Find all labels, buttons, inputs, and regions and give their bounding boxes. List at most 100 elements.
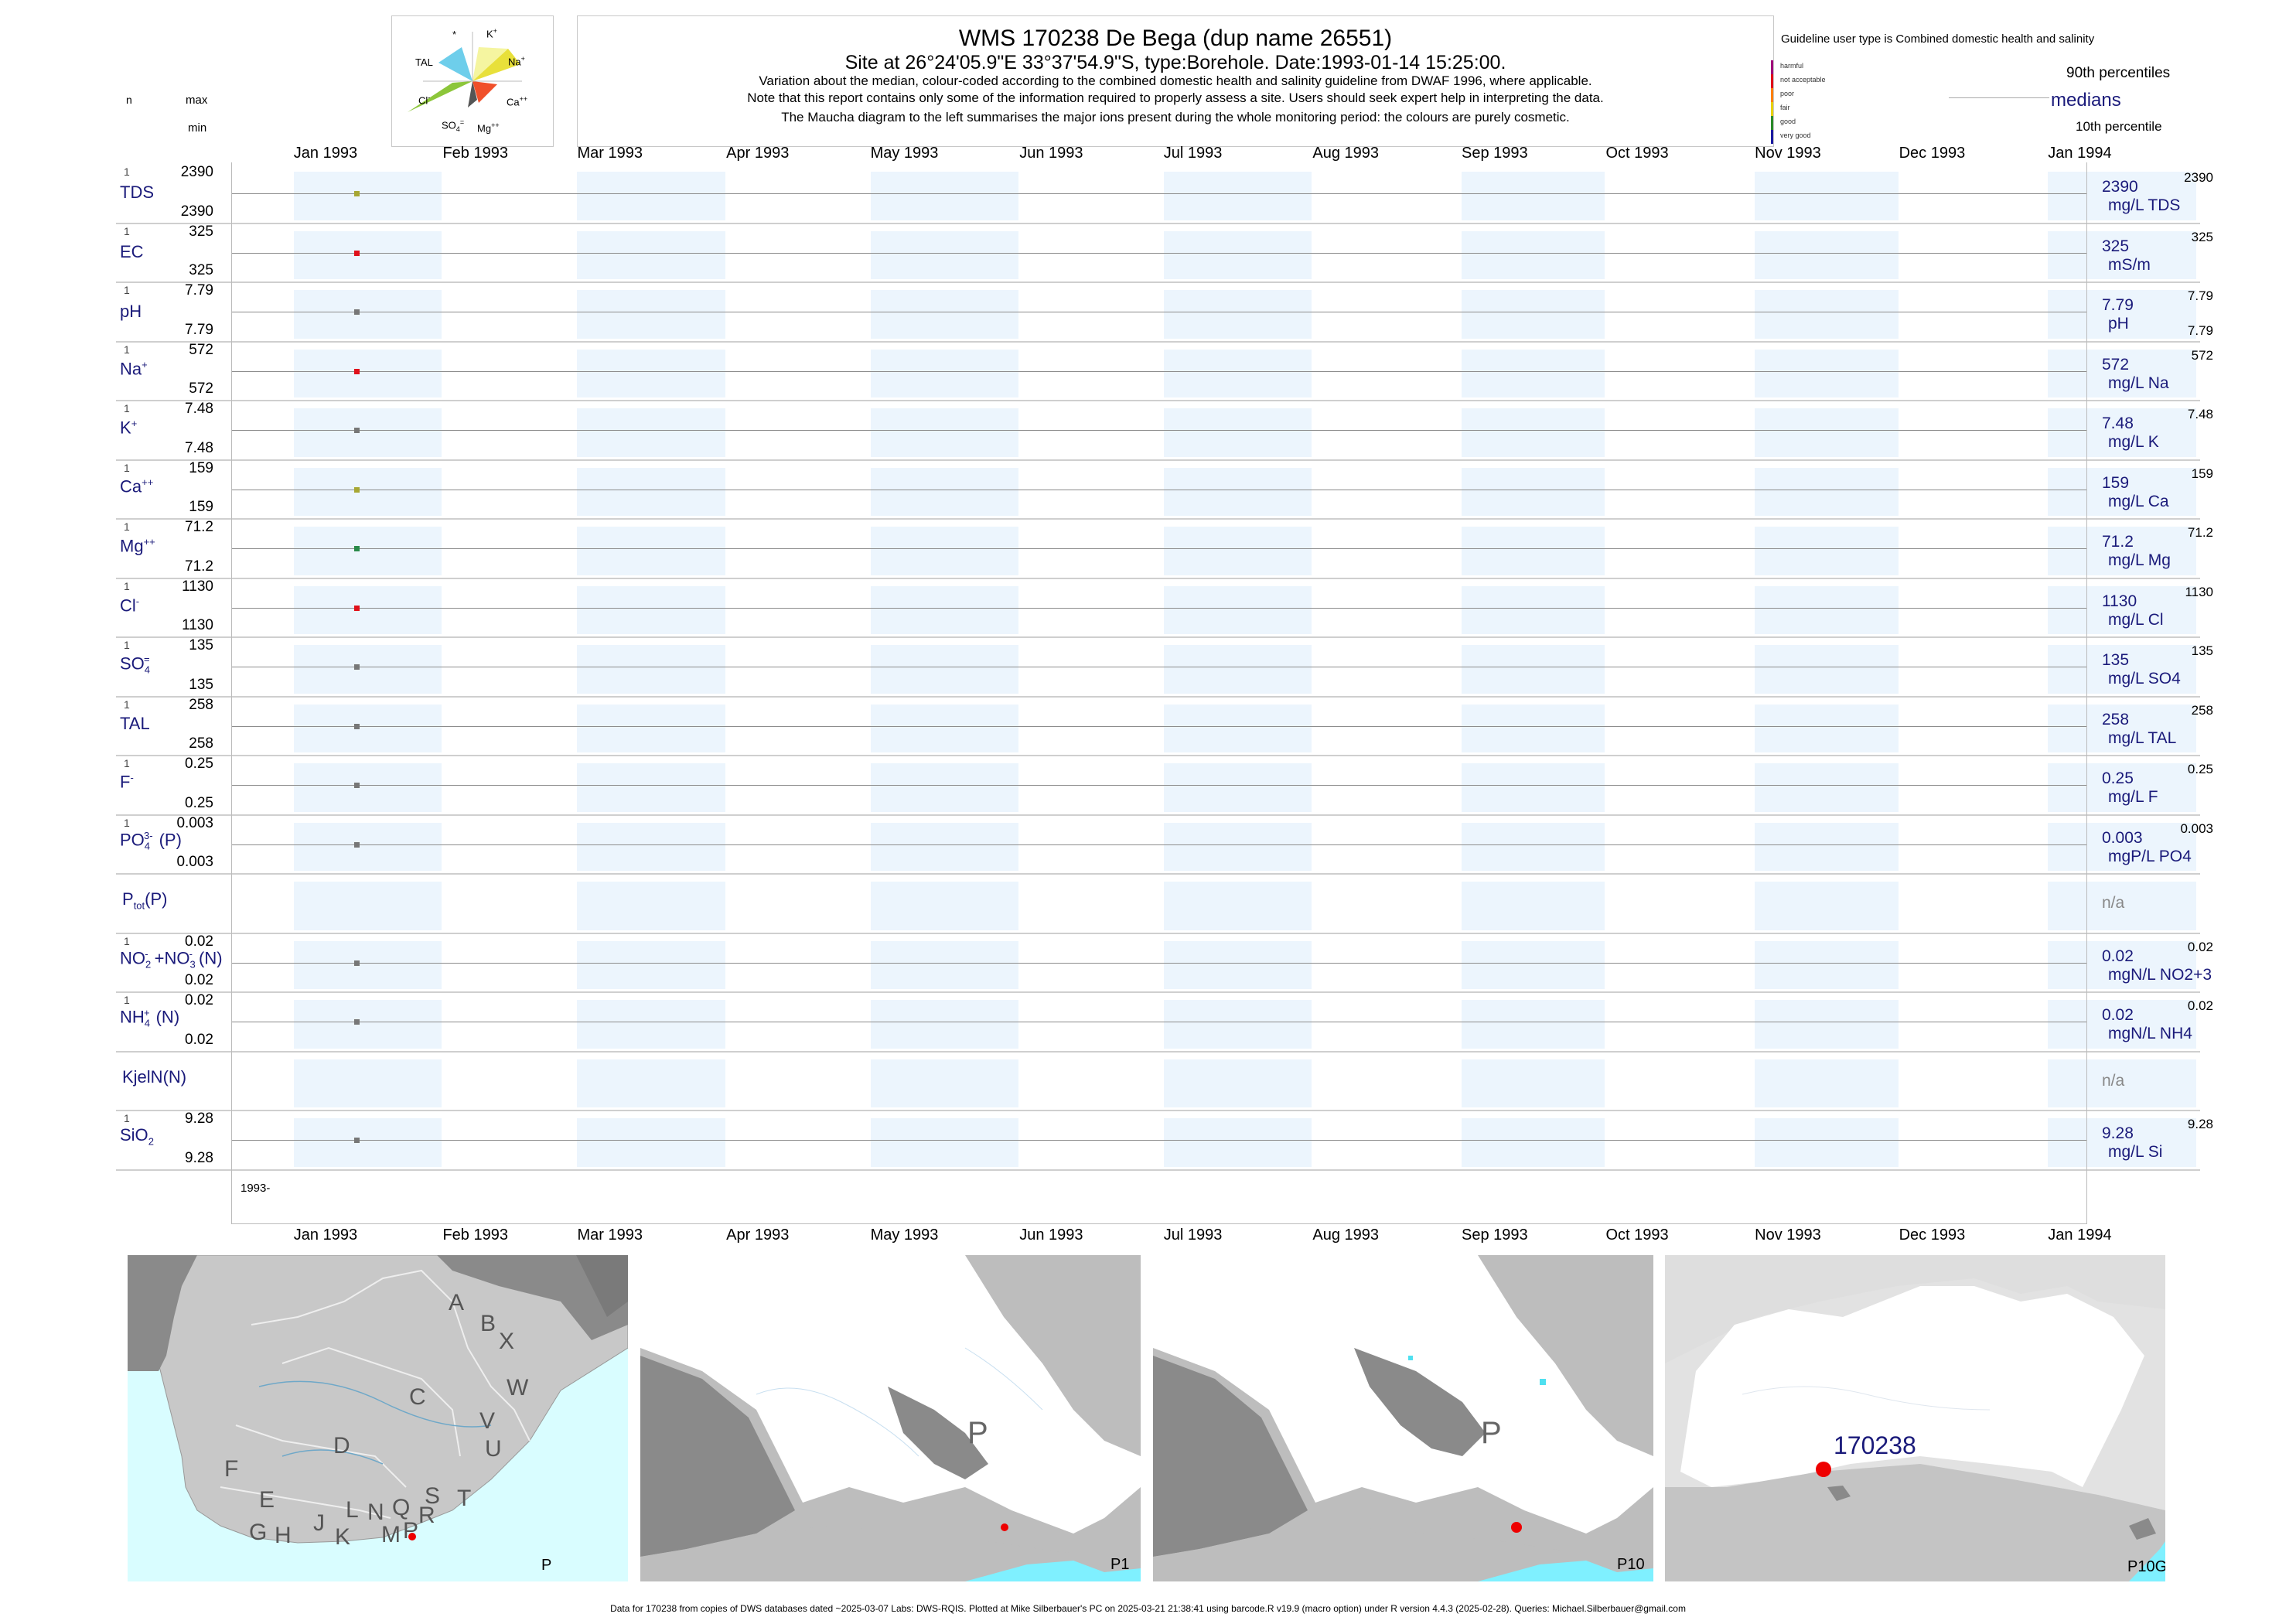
data-point xyxy=(353,1019,360,1025)
month-band xyxy=(293,408,442,457)
month-band xyxy=(577,1000,726,1049)
map2-label: P1 xyxy=(1110,1556,1130,1573)
month-tick-label: Apr 1993 xyxy=(726,145,790,162)
data-point xyxy=(353,783,360,789)
maucha-label-mg: Mg++ xyxy=(477,121,500,135)
row-min: 572 xyxy=(189,380,213,397)
param-ptot: Ptot(P) xyxy=(122,889,168,912)
p10-label: 10th percentile xyxy=(2076,119,2162,134)
guideline-color-bar xyxy=(1771,88,1773,102)
month-band xyxy=(1163,704,1312,752)
maucha-label-tal: TAL xyxy=(415,56,433,68)
data-point xyxy=(353,664,360,670)
month-band xyxy=(1163,940,1312,989)
plot-left-border xyxy=(231,162,232,1223)
maucha-svg xyxy=(408,32,522,112)
row-separator xyxy=(116,1110,2200,1111)
map-region-label: M xyxy=(381,1522,401,1547)
median-line xyxy=(231,370,2086,372)
month-band xyxy=(1462,763,1605,812)
row-separator xyxy=(116,814,2200,816)
month-band xyxy=(870,645,1019,694)
row-separator xyxy=(116,222,2200,224)
row-n: 1 xyxy=(124,284,130,296)
title-box: WMS 170238 De Bega (dup name 26551) Site… xyxy=(577,15,1774,147)
guideline-color-bar xyxy=(1771,60,1773,74)
month-band xyxy=(2048,527,2196,575)
month-band xyxy=(1755,940,1899,989)
month-band xyxy=(1755,230,1899,279)
plot-area: Jan 1993 Feb 1993 Mar 1993 Apr 1993 May 1993… xyxy=(116,145,2213,1244)
median-line xyxy=(231,1140,2086,1141)
row-n: 1 xyxy=(124,402,130,415)
median-line xyxy=(231,430,2086,432)
site-subtitle: Site at 26°24'05.9"E 33°37'54.9"S, type:… xyxy=(844,52,1506,73)
row-separator xyxy=(116,1050,2200,1053)
month-tick-label: Jan 1993 xyxy=(293,145,358,162)
month-tick-label: Jan 1994 xyxy=(2048,1227,2112,1244)
month-band xyxy=(2048,1000,2196,1049)
p90-label: 90th percentiles xyxy=(2066,65,2171,81)
month-band xyxy=(1462,1118,1605,1167)
month-band xyxy=(1163,882,1312,930)
median-line-sample xyxy=(1949,97,2049,98)
row-n: 1 xyxy=(124,579,130,592)
month-band xyxy=(577,1118,726,1167)
month-band xyxy=(577,645,726,694)
month-band xyxy=(577,763,726,812)
row-p10: 7.79 xyxy=(2187,322,2213,338)
month-band xyxy=(577,172,726,220)
month-band xyxy=(293,467,442,516)
month-band xyxy=(1163,1059,1312,1107)
row-median-value: 9.28 xyxy=(2102,1124,2134,1142)
row-max: 7.48 xyxy=(185,401,213,417)
maucha-label-na: Na+ xyxy=(508,55,525,68)
month-band xyxy=(2048,645,2196,694)
data-point xyxy=(353,960,360,966)
month-band xyxy=(2048,822,2196,871)
month-band xyxy=(1163,349,1312,397)
row-n: 1 xyxy=(124,224,130,237)
row-max: 0.02 xyxy=(185,992,213,1008)
month-band xyxy=(1755,172,1899,220)
month-tick-label: May 1993 xyxy=(870,1227,939,1244)
median-line xyxy=(231,725,2086,727)
param-na: Na+ xyxy=(120,359,148,379)
row-min: 1130 xyxy=(182,617,213,633)
month-tick-label: Nov 1993 xyxy=(1755,145,1821,162)
median-line xyxy=(231,548,2086,550)
month-tick-label: Oct 1993 xyxy=(1605,145,1669,162)
month-band xyxy=(1755,822,1899,871)
row-unit: mg/L Cl xyxy=(2108,610,2164,629)
row-min: 7.79 xyxy=(185,321,213,338)
guideline-class-label: fair xyxy=(1780,104,1790,111)
maucha-diagram: * K+ TAL Na+ Cl- Ca++ SO4= Mg++ xyxy=(391,15,554,147)
param-kjeln: KjelN(N) xyxy=(122,1067,187,1087)
row-n: 1 xyxy=(124,343,130,356)
median-line xyxy=(231,844,2086,845)
row-separator xyxy=(116,755,2200,756)
month-tick-label: Mar 1993 xyxy=(577,1227,643,1244)
month-band xyxy=(1755,1059,1899,1107)
row-max: 1130 xyxy=(182,578,213,595)
row-min: 0.25 xyxy=(185,794,213,811)
row-n: 1 xyxy=(124,698,130,711)
month-band xyxy=(293,645,442,694)
row-p90: 159 xyxy=(2191,466,2213,481)
param-nh4: NH4+ (N) xyxy=(120,1007,180,1029)
row-unit: mS/m xyxy=(2108,255,2151,274)
month-band xyxy=(577,704,726,752)
row-p90: 135 xyxy=(2191,643,2213,658)
month-band xyxy=(1755,467,1899,516)
month-band xyxy=(577,408,726,457)
param-so4: SO4= xyxy=(120,653,151,676)
map-region-label: T xyxy=(457,1486,472,1511)
param-tal: TAL xyxy=(120,714,150,733)
param-ph: pH xyxy=(120,302,142,321)
row-max: 0.02 xyxy=(185,933,213,950)
month-band xyxy=(293,585,442,634)
month-band xyxy=(577,882,726,930)
month-band xyxy=(2048,172,2196,220)
month-band xyxy=(1163,408,1312,457)
month-band xyxy=(577,349,726,397)
